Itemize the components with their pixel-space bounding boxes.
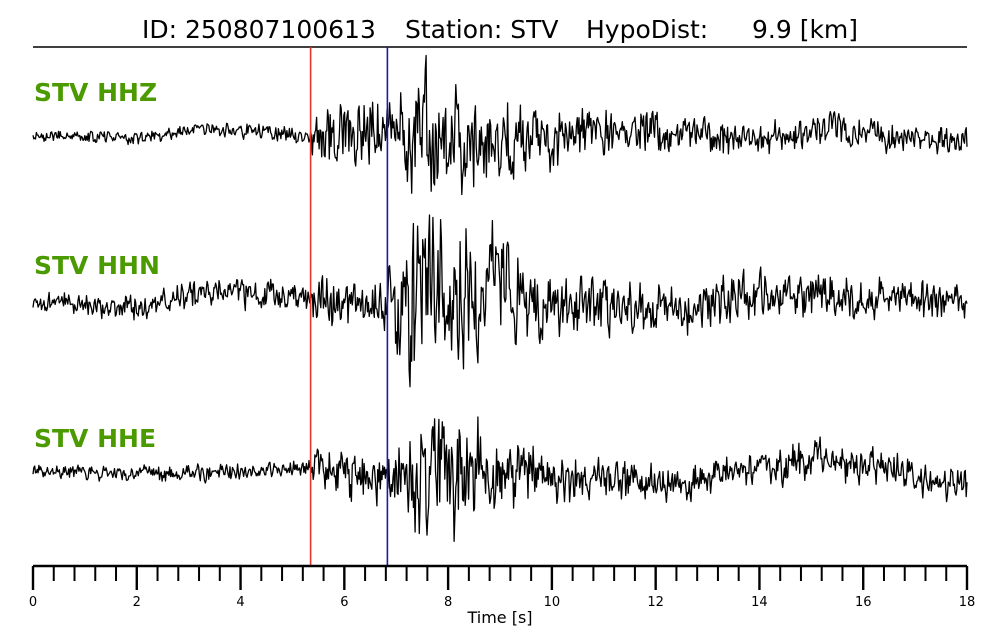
channel-label: STV HHN [34, 251, 160, 280]
time-axis: 0 2 4 6 8 10 12 14 16 18 [29, 564, 976, 610]
x-tick-label: 12 [647, 595, 664, 610]
pick-lines [309, 47, 389, 566]
x-tick-label: 14 [751, 595, 768, 610]
x-tick-label: 0 [29, 595, 37, 610]
x-axis-label: Time [s] [466, 608, 532, 627]
x-tick-label: 10 [544, 595, 561, 610]
channel-label: STV HHE [34, 424, 156, 453]
hypodist-value: 9.9 [km] [752, 15, 858, 44]
x-tick-label: 8 [444, 595, 452, 610]
x-tick-label: 6 [340, 595, 348, 610]
trace-group [32, 54, 968, 542]
channel-labels: STV HHZ STV HHN STV HHE [34, 78, 160, 453]
channel-label: STV HHZ [34, 78, 157, 107]
x-tick-label: 2 [133, 595, 141, 610]
x-tick-label: 4 [236, 595, 244, 610]
event-id-text: ID: 250807100613 [142, 15, 376, 44]
x-tick-label: 16 [855, 595, 872, 610]
station-text: Station: STV [405, 15, 559, 44]
trace-stv-hhz [32, 54, 968, 196]
trace-stv-hhe [32, 416, 968, 542]
x-tick-label: 18 [959, 595, 976, 610]
trace-stv-hhn [32, 214, 968, 388]
hypodist-label: HypoDist: [586, 15, 708, 44]
figure-header: ID: 250807100613 Station: STV HypoDist: … [142, 15, 858, 44]
